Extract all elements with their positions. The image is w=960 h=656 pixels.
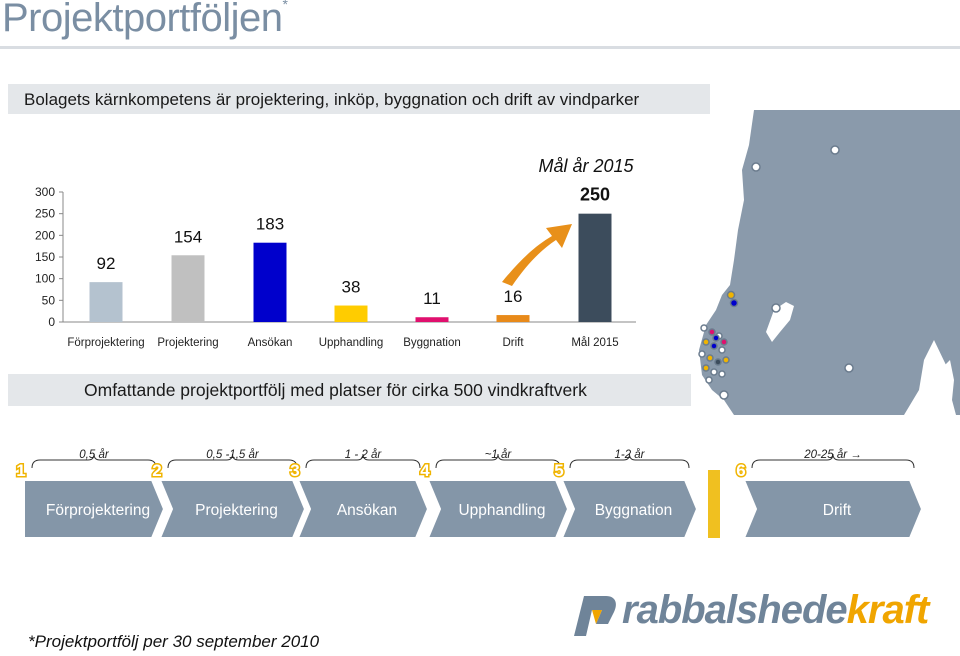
process-step-1 (23, 479, 166, 539)
bar-6 (496, 315, 530, 322)
process-step-4 (426, 479, 570, 539)
process-step-number-6: 6 (736, 461, 745, 480)
bar-2 (171, 255, 205, 322)
bar-7 (578, 213, 612, 322)
process-step-number-1: 1 (16, 461, 25, 480)
data-label-5: 11 (423, 289, 441, 308)
target-annotation: Mål år 2015 (538, 156, 634, 176)
process-step-label-2: Projektering (195, 502, 278, 519)
duration-brace-4 (435, 453, 561, 469)
y-tick-label: 150 (35, 250, 55, 264)
category-label-6: Drift (502, 337, 524, 349)
y-tick-label: 0 (48, 315, 55, 329)
map-markers (698, 145, 854, 400)
category-label-5: Byggnation (403, 337, 461, 349)
process-step-label-4: Upphandling (458, 502, 545, 519)
duration-brace-2 (167, 453, 298, 469)
duration-brace-6 (751, 453, 915, 469)
bar-4 (334, 305, 368, 322)
page-title: Projektportföljen* (2, 0, 288, 41)
process-step-label-5: Byggnation (595, 502, 673, 519)
category-label-1: Förprojektering (67, 337, 144, 349)
bar-3 (253, 242, 287, 322)
process-step-6 (742, 479, 924, 539)
process-step-number-5: 5 (554, 461, 563, 480)
title-text: Projektportföljen (2, 0, 283, 40)
y-tick-label: 250 (35, 207, 55, 221)
process-step-number-2: 2 (152, 461, 161, 480)
logo-wordmark: rabbalshedekraft (622, 588, 930, 633)
duration-brace-5 (569, 453, 690, 469)
map-landmass (699, 110, 960, 415)
duration-label-6: 20-25 år → (803, 449, 862, 461)
title-mark: * (282, 0, 288, 12)
process-step-5 (560, 479, 699, 539)
logo-part-2: kraft (846, 588, 930, 632)
y-tick-label: 200 (35, 228, 55, 242)
footnote: *Projektportfölj per 30 september 2010 (28, 632, 320, 651)
data-label-4: 38 (342, 278, 361, 297)
process-step-number-4: 4 (420, 461, 430, 480)
portfolio-box: Omfattande projektportfölj med platser f… (8, 374, 691, 406)
process-step-label-3: Ansökan (337, 502, 397, 519)
title-underline (0, 46, 960, 49)
data-label-3: 183 (256, 215, 284, 234)
portfolio-text: Omfattande projektportfölj med platser f… (84, 380, 587, 400)
process-step-3 (296, 479, 430, 539)
map-lake (766, 302, 794, 342)
company-logo: rabbalshedekraft (560, 588, 940, 640)
subtitle-box: Bolagets kärnkompetens är projektering, … (8, 84, 710, 114)
duration-label-5: 1-2 år (614, 449, 645, 461)
growth-arrow (502, 224, 572, 286)
subtitle-text: Bolagets kärnkompetens är projektering, … (24, 90, 640, 109)
process-step-2 (158, 479, 307, 539)
duration-brace-1 (31, 453, 157, 469)
bar-chart: 0 50 100 150 200 250 300 92 Förprojektering 154 Pr… (35, 156, 636, 349)
logo-part-1: rabbalshede (622, 588, 848, 632)
duration-label-4: ~1 år (485, 449, 513, 461)
category-label-7: Mål 2015 (571, 337, 618, 349)
bar-1 (89, 282, 123, 322)
y-tick-label: 50 (42, 293, 56, 307)
data-label-1: 92 (97, 254, 116, 273)
data-label-2: 154 (174, 227, 202, 246)
process-timeline: Förprojektering 1 0,5 år Projektering 2 0,5 -… (15, 449, 924, 539)
y-tick-label: 300 (35, 185, 55, 199)
duration-label-1: 0,5 år (79, 449, 110, 461)
bar-5 (415, 317, 449, 322)
category-label-3: Ansökan (248, 337, 293, 349)
duration-label-2: 0,5 -1,5 år (206, 449, 260, 461)
process-step-label-6: Drift (823, 502, 852, 519)
duration-label-3: 1 - 2 år (345, 449, 383, 461)
data-label-6: 16 (504, 287, 523, 306)
map-coast-gulf (929, 360, 956, 415)
sweden-map (698, 110, 960, 415)
process-step-number-3: 3 (290, 461, 299, 480)
y-tick-label: 100 (35, 272, 55, 286)
category-label-2: Projektering (157, 337, 218, 349)
process-step-label-1: Förprojektering (46, 502, 150, 519)
phase-divider (708, 470, 720, 538)
data-label-7: 250 (580, 185, 610, 205)
category-label-4: Upphandling (319, 337, 384, 349)
duration-brace-3 (305, 453, 421, 469)
logo-mark (574, 596, 616, 636)
